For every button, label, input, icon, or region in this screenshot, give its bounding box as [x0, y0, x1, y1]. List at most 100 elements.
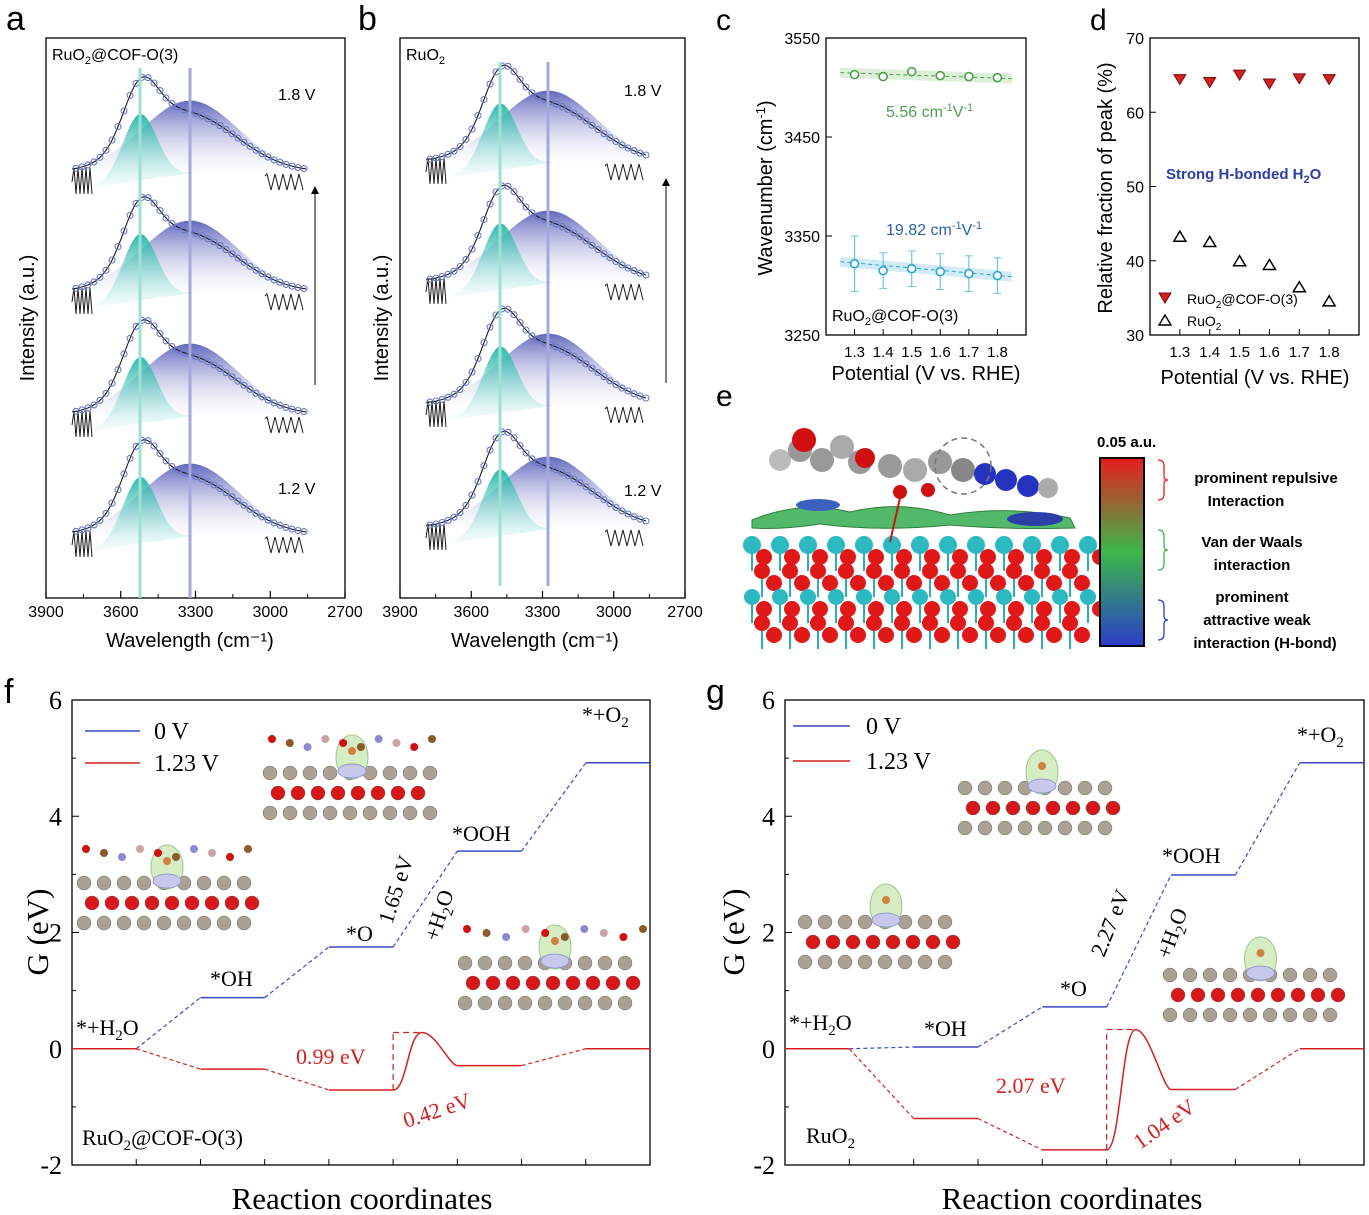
legend-marker-ruo2	[1157, 313, 1173, 326]
metal-atom	[457, 955, 473, 971]
fit-point	[438, 152, 446, 161]
oxygen-atom	[1018, 627, 1034, 643]
y-tick-label: 3350	[784, 229, 820, 246]
fit-point	[150, 322, 158, 330]
fit-point	[156, 87, 164, 95]
connector	[392, 850, 458, 948]
oxygen-atom	[985, 800, 1001, 816]
fit-point	[444, 516, 452, 524]
fit-point	[642, 151, 650, 159]
fit-point	[192, 109, 200, 118]
state-label-h2o-f: *+H2O	[76, 1015, 139, 1044]
oxygen-atom	[906, 627, 922, 643]
noise-left	[425, 400, 447, 428]
fit-point	[156, 450, 164, 458]
molecule-atom	[599, 929, 608, 937]
voltage-top-b: 1.8 V	[624, 83, 662, 100]
oxygen-atom	[1290, 987, 1306, 1003]
connector	[849, 1046, 914, 1050]
x-tick-label: 1.7	[958, 344, 979, 361]
panel-f: f -2 0 2 4 6 0 V 1.23 V *+H2O *OH *O *OOH *+…	[4, 673, 651, 1215]
fit-point	[624, 144, 632, 152]
x-tick-label: 1.4	[1199, 344, 1220, 361]
fit-point	[528, 89, 536, 97]
fit-point	[144, 437, 152, 445]
oxygen-atom	[410, 785, 426, 801]
fit-point	[522, 203, 530, 211]
ruthenium-atom	[856, 589, 872, 605]
oxygen-atom	[756, 601, 772, 617]
fit-point	[228, 250, 236, 258]
fit-point	[624, 387, 632, 395]
fit-point	[162, 94, 170, 102]
oxygen-atom	[922, 615, 938, 631]
fit-point	[120, 107, 128, 115]
fit-point	[588, 121, 596, 129]
x-tick-label: 3300	[525, 604, 561, 621]
connector	[135, 997, 201, 1050]
slope-label-top-c: 5.56 cm-1V-1	[886, 102, 973, 121]
oxygen-atom	[782, 615, 798, 631]
oxygen-atom	[204, 895, 220, 911]
fit-point	[258, 270, 266, 278]
oxygen-atom	[906, 575, 922, 591]
transition-barrier	[1106, 1028, 1172, 1151]
connector	[1235, 1048, 1300, 1090]
x-tick-label: 3900	[28, 604, 64, 621]
fit-point	[552, 343, 560, 351]
y-tick-label: 0	[49, 1035, 62, 1064]
y-tick-label: 4	[49, 802, 62, 831]
spectrum-14V	[425, 182, 650, 305]
fit-point	[216, 365, 224, 373]
oxygen-atom	[310, 785, 326, 801]
data-point	[1172, 74, 1187, 86]
molecule-atom	[1038, 478, 1058, 498]
fit-point	[108, 136, 116, 144]
fit-point	[216, 485, 224, 493]
fit-point	[588, 487, 596, 495]
oxygen-atom	[605, 975, 621, 991]
oxygen-atom	[925, 934, 941, 950]
y-tick-label: 50	[1126, 180, 1144, 197]
oxygen-atom	[840, 601, 856, 617]
fit-point	[120, 227, 128, 235]
x-tick-label: 3000	[252, 604, 288, 621]
fit-point	[228, 493, 236, 501]
oxygen-atom	[244, 895, 260, 911]
legend-repulsive-line1: prominent repulsive	[1194, 470, 1337, 487]
data-point	[1262, 258, 1277, 271]
fit-point	[606, 500, 614, 508]
molecule-atom	[100, 849, 108, 857]
metal-atom	[857, 954, 873, 970]
noise-left	[71, 530, 93, 558]
metal-atom	[497, 955, 513, 971]
oxygen-atom	[794, 627, 810, 643]
series-c-0	[840, 66, 1012, 84]
spectrum-12V	[425, 62, 650, 185]
oxygen-atom	[990, 575, 1006, 591]
metal-atom	[302, 805, 318, 821]
oxygen-atom	[754, 615, 770, 631]
y-axis-label-a: Intensity (a.u.)	[17, 255, 39, 382]
fit-point	[198, 232, 206, 240]
molecule-atom	[374, 735, 383, 743]
x-tick-label: 3000	[596, 604, 632, 621]
step-energy-label-g: 1.04 eV	[1129, 1094, 1200, 1154]
metal-atom	[597, 995, 613, 1011]
noise-right	[264, 173, 304, 191]
data-point	[1262, 78, 1277, 91]
metal-atom	[937, 914, 953, 930]
metal-atom	[196, 915, 212, 931]
fit-point	[90, 521, 98, 529]
fit-point	[276, 158, 284, 166]
oxygen-atom	[1064, 601, 1080, 617]
state-label-oh-g: *OH	[924, 1016, 967, 1041]
metal-atom	[817, 954, 833, 970]
oxygen-atom	[505, 975, 521, 991]
oxygen-atom	[810, 563, 826, 579]
fit-point	[300, 528, 308, 536]
molecule-atom	[830, 435, 854, 459]
fit-point	[462, 255, 470, 263]
x-axis-label-b: Wavelength (cm⁻¹)	[451, 630, 619, 652]
metal-atom	[322, 765, 338, 781]
